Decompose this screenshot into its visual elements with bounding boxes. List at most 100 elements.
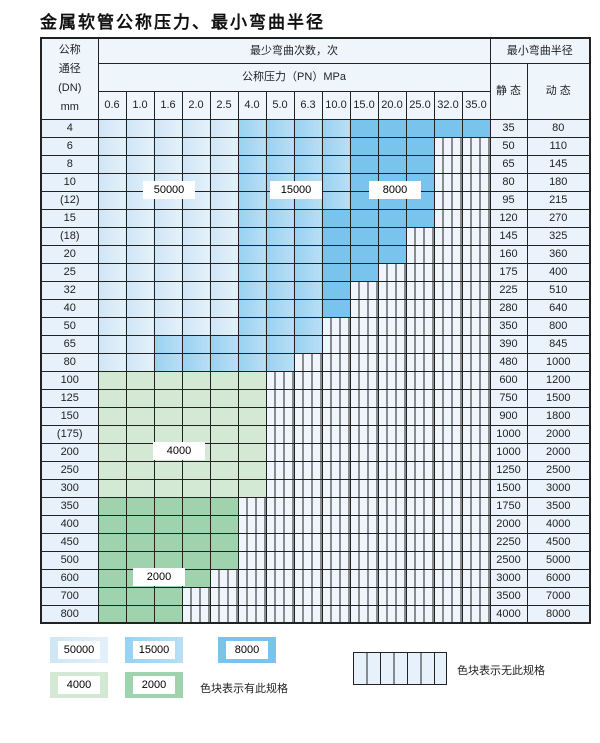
no-spec-cell [265, 550, 295, 570]
label-2000: 2000 [133, 568, 185, 586]
spec-cell-50000 [97, 190, 127, 210]
pressure-col-header: 2.5 [209, 90, 239, 120]
table-row: 400 2000 4000 [40, 514, 591, 534]
spec-cell-50000 [181, 226, 211, 246]
legend-4000: 4000 [50, 672, 108, 698]
dn-cell: 25 [40, 262, 99, 282]
spec-cell-50000 [125, 226, 155, 246]
dn-cell: 150 [40, 406, 99, 426]
spec-cell-15000 [265, 136, 295, 156]
pressure-col-header: 5.0 [265, 90, 295, 120]
dynamic-radius-cell: 2500 [526, 460, 591, 480]
no-spec-cell [321, 586, 351, 606]
spec-cell-4000 [153, 388, 183, 408]
no-spec-cell [433, 568, 463, 588]
dn-cell: 700 [40, 586, 99, 606]
spec-cell-50000 [181, 136, 211, 156]
no-spec-cell [349, 460, 379, 480]
no-spec-cell [349, 532, 379, 552]
dynamic-radius-cell: 360 [526, 244, 591, 264]
no-spec-cell [349, 316, 379, 336]
no-spec-cell [433, 514, 463, 534]
no-spec-cell [349, 406, 379, 426]
spec-cell-50000 [125, 136, 155, 156]
no-spec-cell [461, 316, 491, 336]
no-spec-cell [321, 442, 351, 462]
table-row: 15 120 270 [40, 208, 591, 228]
spec-cell-4000 [181, 460, 211, 480]
no-spec-cell [433, 478, 463, 498]
spec-cell-2000 [97, 550, 127, 570]
spec-cell-50000 [209, 172, 239, 192]
no-spec-cell [405, 298, 435, 318]
no-spec-cell [265, 388, 295, 408]
no-spec-cell [265, 586, 295, 606]
spec-cell-2000 [181, 496, 211, 516]
no-spec-cell [405, 496, 435, 516]
table-row: 125 750 1500 [40, 388, 591, 408]
pressure-col-header: 6.3 [293, 90, 323, 120]
spec-cell-8000 [349, 118, 379, 138]
spec-cell-50000 [97, 136, 127, 156]
spec-cell-50000 [97, 208, 127, 228]
spec-cell-4000 [237, 460, 267, 480]
spec-cell-8000 [321, 298, 351, 318]
spec-cell-50000 [97, 352, 127, 372]
spec-cell-15000 [265, 298, 295, 318]
table-row: 600 3000 6000 [40, 568, 591, 588]
no-spec-cell [293, 496, 323, 516]
pressure-col-header: 25.0 [405, 90, 435, 120]
dn-cell: 125 [40, 388, 99, 408]
static-radius-cell: 95 [489, 190, 528, 210]
spec-cell-15000 [293, 208, 323, 228]
no-spec-cell [405, 334, 435, 354]
static-radius-cell: 280 [489, 298, 528, 318]
spec-cell-15000 [209, 352, 239, 372]
no-spec-cell [377, 424, 407, 444]
table-row: 6 50 110 [40, 136, 591, 156]
spec-cell-50000 [209, 190, 239, 210]
static-radius-cell: 80 [489, 172, 528, 192]
spec-cell-15000 [293, 136, 323, 156]
no-spec-cell [237, 514, 267, 534]
pressure-col-header: 2.0 [181, 90, 211, 120]
spec-cell-8000 [377, 136, 407, 156]
spec-cell-8000 [321, 226, 351, 246]
spec-cell-4000 [153, 406, 183, 426]
no-spec-cell [209, 586, 239, 606]
table-row: 25 175 400 [40, 262, 591, 282]
dynamic-radius-cell: 800 [526, 316, 591, 336]
static-radius-cell: 900 [489, 406, 528, 426]
spec-cell-50000 [209, 298, 239, 318]
spec-cell-8000 [349, 244, 379, 264]
spec-cell-50000 [153, 298, 183, 318]
no-spec-cell [321, 316, 351, 336]
spec-cell-15000 [265, 118, 295, 138]
no-spec-cell [377, 316, 407, 336]
no-spec-cell [321, 406, 351, 426]
spec-cell-4000 [237, 388, 267, 408]
legend-50000: 50000 [50, 637, 108, 663]
spec-cell-4000 [153, 460, 183, 480]
spec-cell-50000 [153, 118, 183, 138]
spec-cell-50000 [181, 262, 211, 282]
no-spec-cell [405, 352, 435, 372]
spec-cell-50000 [125, 316, 155, 336]
spec-cell-8000 [321, 244, 351, 264]
spec-cell-50000 [97, 226, 127, 246]
spec-cell-15000 [293, 226, 323, 246]
no-spec-cell [405, 514, 435, 534]
spec-cell-15000 [265, 244, 295, 264]
dn-cell: 6 [40, 136, 99, 156]
has-spec-note: 色块表示有此规格 [200, 683, 288, 695]
spec-cell-15000 [181, 352, 211, 372]
spec-cell-50000 [97, 298, 127, 318]
no-spec-cell [461, 586, 491, 606]
spec-cell-2000 [153, 496, 183, 516]
pressure-col-header: 10.0 [321, 90, 351, 120]
spec-cell-15000 [237, 316, 267, 336]
spec-cell-2000 [97, 604, 127, 624]
no-spec-cell [321, 568, 351, 588]
no-spec-cell [349, 370, 379, 390]
spec-cell-50000 [209, 118, 239, 138]
